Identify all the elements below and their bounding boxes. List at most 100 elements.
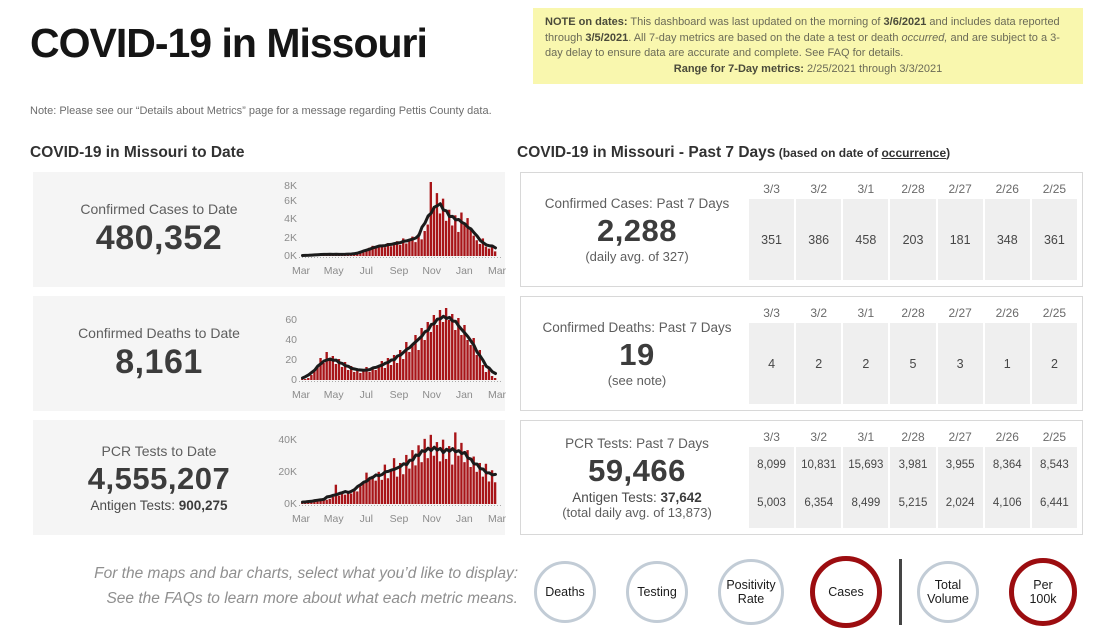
x-axis-tick: Mar [487,389,507,401]
day-column: 2/25 2 [1031,303,1077,404]
metric-button-label: Positivity Rate [726,577,776,606]
day-header: 3/1 [843,427,889,447]
metric-button-testing[interactable]: Testing [626,561,688,623]
day-cell[interactable]: 2 [843,323,889,404]
day-cell[interactable]: 361 [1031,199,1077,280]
day-value: 4,106 [992,497,1022,509]
day-value: 6,354 [804,497,834,509]
stat-block: PCR Tests: Past 7 Days 59,466 Antigen Te… [527,421,747,534]
day-cell[interactable]: 458 [843,199,889,280]
day-column: 3/3 8,099 5,003 [749,427,795,528]
day-cell[interactable]: 386 [796,199,842,280]
day-cell[interactable]: 348 [984,199,1030,280]
chart-canvas [299,182,503,258]
metric-button-cases[interactable]: Cases [810,556,882,628]
metric-button-positivity-rate[interactable]: Positivity Rate [718,559,784,625]
trend-chart-cases[interactable]: 8K 6K 4K 2K 0K Mar May Jul Sep Nov Jan Mar [271,180,506,278]
stat-value: 19 [619,336,655,372]
range-note-text: Range for 7-Day metrics: 2/25/2021 throu… [673,62,943,75]
x-axis-tick: Mar [487,265,507,277]
trend-chart-deaths[interactable]: 60 40 20 0 Mar May Jul Sep Nov Jan Mar [271,306,506,402]
day-value: 203 [902,232,924,247]
day-header: 2/27 [937,179,983,199]
stat-label: PCR Tests: Past 7 Days [565,435,709,451]
x-axis-tick: Jul [359,389,374,401]
day-cell[interactable]: 3,981 5,215 [890,447,936,528]
card-confirmed-cases-to-date: Confirmed Cases to Date 480,352 8K 6K 4K 2K… [33,172,506,287]
day-value: 3 [956,356,964,371]
stat-value: 2,288 [596,212,678,248]
stat-value: 59,466 [588,452,686,488]
day-cell[interactable]: 203 [890,199,936,280]
day-value: 2 [1050,356,1058,371]
metric-button-deaths[interactable]: Deaths [534,561,596,623]
day-header: 2/28 [890,179,936,199]
day-value: 10,831 [801,459,837,471]
x-axis-tick: May [323,389,344,401]
section-title-to-date: COVID-19 in Missouri to Date [30,144,245,161]
metric-button-label: Deaths [545,584,585,599]
instructions-line2: See the FAQs to learn more about what ea… [106,590,518,607]
y-axis-tick: 0K [284,250,297,262]
y-axis-tick: 60 [285,314,297,326]
day-column: 3/2 386 [796,179,842,280]
day-header: 3/2 [796,303,842,323]
day-value: 8,099 [757,459,786,471]
stat-block: Confirmed Cases: Past 7 Days 2,288 (dail… [527,173,747,286]
day-value: 351 [761,232,782,247]
day-column: 2/26 1 [984,303,1030,404]
day-cell[interactable]: 10,831 6,354 [796,447,842,528]
day-value: 2 [862,356,870,371]
y-axis-tick: 2K [284,231,297,244]
day-cell[interactable]: 3,955 2,024 [937,447,983,528]
day-value: 3,981 [898,459,928,471]
day-value: 2,024 [945,497,975,509]
x-axis-tick: May [323,265,344,277]
metric-button-per-100k[interactable]: Per 100k [1009,558,1077,626]
day-column: 3/2 10,831 6,354 [796,427,842,528]
x-axis-tick: May [323,513,344,525]
day-cell[interactable]: 2 [796,323,842,404]
stat-label: Confirmed Cases: Past 7 Days [544,195,730,211]
day-column: 3/3 351 [749,179,795,280]
day-header: 3/1 [843,303,889,323]
day-header: 2/26 [984,427,1030,447]
card-pcr-tests-past7: PCR Tests: Past 7 Days 59,466 Antigen Te… [520,420,1083,535]
x-axis-tick: Sep [389,265,409,277]
day-value: 8,543 [1040,459,1069,471]
day-cell[interactable]: 351 [749,199,795,280]
day-cell[interactable]: 4 [749,323,795,404]
stat-subtext: (daily avg. of 327) [585,248,689,264]
day-cell[interactable]: 1 [984,323,1030,404]
date-note-text: NOTE on dates: This dashboard was last u… [545,16,1060,59]
day-cell[interactable]: 5 [890,323,936,404]
day-column: 2/25 8,543 6,441 [1031,427,1077,528]
day-header: 2/26 [984,303,1030,323]
day-value: 5,003 [757,497,786,509]
section-title-past7-text: COVID-19 in Missouri - Past 7 Days [517,144,776,161]
stat-label: Confirmed Deaths: Past 7 Days [542,319,732,335]
x-axis-tick: Jan [455,513,473,525]
day-header: 3/1 [843,179,889,199]
daily-values-table: 3/3 8,099 5,003 3/2 10,831 6,354 3/1 15,693 8,49… [749,427,1077,528]
day-cell[interactable]: 8,364 4,106 [984,447,1030,528]
stat-value: 480,352 [95,219,223,257]
instructions-line1: For the maps and bar charts, select what… [94,565,518,582]
day-value: 8,364 [992,459,1022,471]
metric-button-total-volume[interactable]: Total Volume [917,561,979,623]
day-column: 2/27 3,955 2,024 [937,427,983,528]
day-column: 2/26 348 [984,179,1030,280]
day-cell[interactable]: 3 [937,323,983,404]
antigen-tests-line: Antigen Tests: 900,275 [90,497,228,513]
card-confirmed-deaths-to-date: Confirmed Deaths to Date 8,161 60 40 20 0 Ma… [33,296,506,411]
day-cell[interactable]: 8,543 6,441 [1031,447,1077,528]
y-axis-tick: 0 [291,374,297,386]
day-value: 6,441 [1040,497,1069,509]
day-cell[interactable]: 15,693 8,499 [843,447,889,528]
day-cell[interactable]: 181 [937,199,983,280]
pettis-county-note: Note: Please see our “Details about Metr… [30,105,492,117]
day-cell[interactable]: 8,099 5,003 [749,447,795,528]
day-cell[interactable]: 2 [1031,323,1077,404]
trend-chart-tests[interactable]: 40K 20K 0K Mar May Jul Sep Nov Jan Mar [271,430,506,526]
